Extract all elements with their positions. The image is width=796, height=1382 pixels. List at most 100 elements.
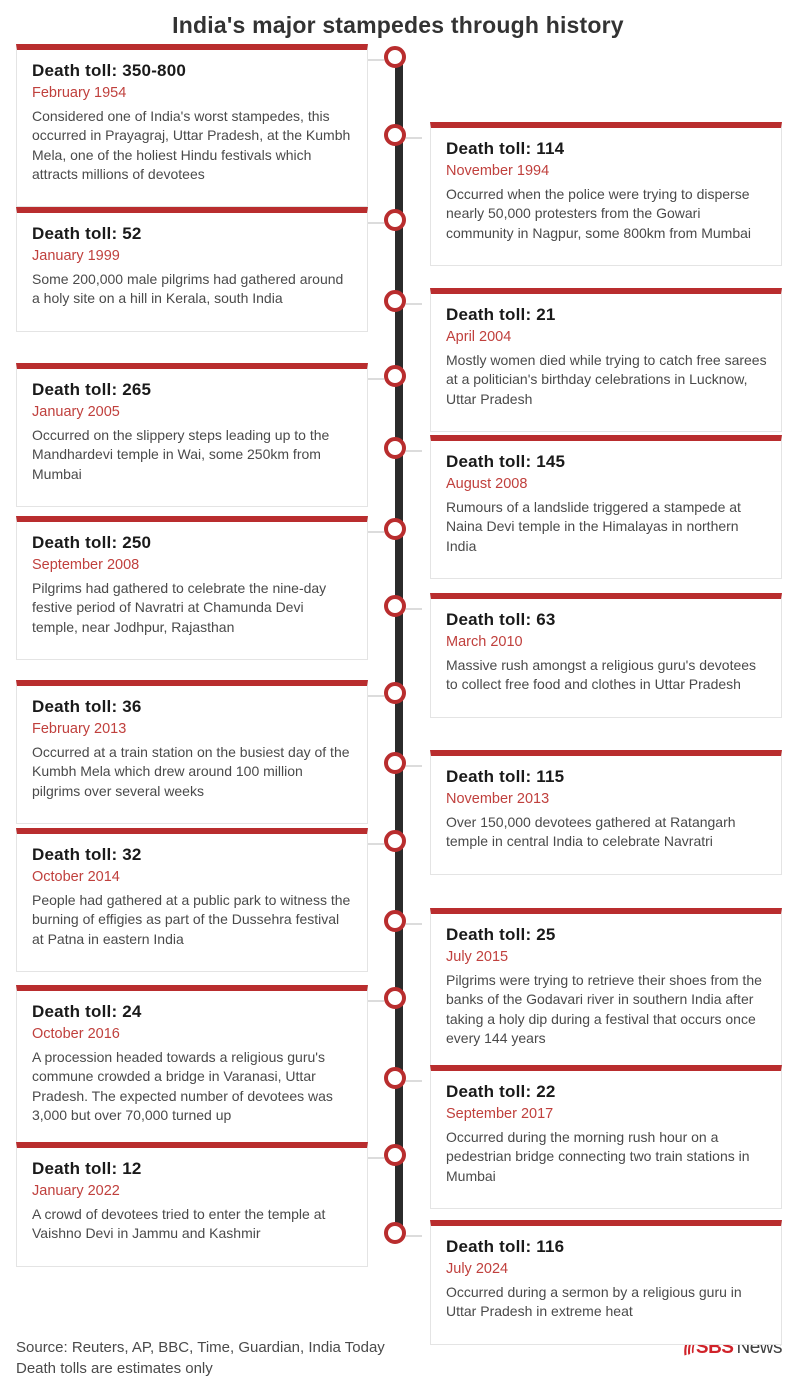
- event-card-2024: Death toll: 116 July 2024 Occurred durin…: [430, 1220, 782, 1345]
- death-toll-heading: Death toll: 21: [446, 305, 556, 324]
- timeline-connector: [368, 531, 384, 533]
- event-date: October 2014: [32, 869, 120, 885]
- timeline-node: [384, 595, 422, 617]
- timeline-node: [384, 290, 422, 312]
- event-card-2013-nov: Death toll: 115 November 2013 Over 150,0…: [430, 750, 782, 875]
- timeline-line: [395, 61, 403, 1239]
- event-card-2010: Death toll: 63 March 2010 Massive rush a…: [430, 593, 782, 718]
- event-card-2015: Death toll: 25 July 2015 Pilgrims were t…: [430, 908, 782, 1072]
- event-card-2017: Death toll: 22 September 2017 Occurred d…: [430, 1065, 782, 1209]
- timeline-node: [384, 437, 422, 459]
- timeline-connector: [368, 1157, 384, 1159]
- event-card-2005: Death toll: 265 January 2005 Occurred on…: [16, 363, 368, 507]
- death-toll-heading: Death toll: 350-800: [32, 61, 187, 80]
- timeline-node: [384, 1067, 422, 1089]
- timeline-node: [384, 1222, 422, 1244]
- timeline-node: [368, 518, 406, 540]
- timeline-connector: [368, 843, 384, 845]
- event-card-2013-feb: Death toll: 36 February 2013 Occurred at…: [16, 680, 368, 824]
- event-description: Occurred on the slippery steps leading u…: [32, 427, 330, 482]
- event-date: February 2013: [32, 721, 127, 737]
- death-toll-heading: Death toll: 32: [32, 845, 142, 864]
- timeline-connector: [406, 608, 422, 610]
- event-card-1999: Death toll: 52 January 1999 Some 200,000…: [16, 207, 368, 332]
- timeline-connector: [406, 765, 422, 767]
- timeline-node: [384, 752, 422, 774]
- death-toll-heading: Death toll: 12: [32, 1159, 142, 1178]
- timeline-connector: [406, 450, 422, 452]
- event-card-2004: Death toll: 21 April 2004 Mostly women d…: [430, 288, 782, 432]
- event-card-2008-aug: Death toll: 145 August 2008 Rumours of a…: [430, 435, 782, 579]
- page-title: India's major stampedes through history: [172, 12, 624, 38]
- timeline-connector: [406, 1080, 422, 1082]
- death-toll-heading: Death toll: 36: [32, 697, 142, 716]
- timeline-node: [368, 830, 406, 852]
- event-description: People had gathered at a public park to …: [32, 892, 351, 947]
- event-date: February 1954: [32, 85, 127, 101]
- death-toll-heading: Death toll: 24: [32, 1002, 142, 1021]
- event-description: Over 150,000 devotees gathered at Ratang…: [446, 814, 736, 850]
- timeline-node: [368, 987, 406, 1009]
- event-date: July 2024: [446, 1261, 509, 1277]
- timeline-node: [368, 209, 406, 231]
- event-description: Occurred when the police were trying to …: [446, 186, 751, 241]
- event-date: January 1999: [32, 248, 120, 264]
- death-toll-heading: Death toll: 25: [446, 925, 556, 944]
- event-description: Some 200,000 male pilgrims had gathered …: [32, 271, 344, 307]
- timeline-connector: [368, 222, 384, 224]
- event-description: Mostly women died while trying to catch …: [446, 352, 767, 407]
- event-card-2022: Death toll: 12 January 2022 A crowd of d…: [16, 1142, 368, 1267]
- event-description: Pilgrims were trying to retrieve their s…: [446, 972, 762, 1046]
- event-date: April 2004: [446, 329, 512, 345]
- source-note: Source: Reuters, AP, BBC, Time, Guardian…: [16, 1337, 385, 1379]
- timeline-node: [384, 910, 422, 932]
- death-toll-heading: Death toll: 63: [446, 610, 556, 629]
- timeline-connector: [406, 137, 422, 139]
- event-description: Occurred during a sermon by a religious …: [446, 1284, 742, 1320]
- timeline-node: [368, 365, 406, 387]
- event-card-1994: Death toll: 114 November 1994 Occurred w…: [430, 122, 782, 266]
- timeline-connector: [406, 303, 422, 305]
- timeline-node: [368, 1144, 406, 1166]
- event-description: Considered one of India's worst stampede…: [32, 108, 351, 182]
- timeline-connector: [406, 1235, 422, 1237]
- event-description: A procession headed towards a religious …: [32, 1049, 333, 1123]
- timeline-connector: [368, 1000, 384, 1002]
- timeline-connector: [368, 378, 384, 380]
- timeline-node: [368, 682, 406, 704]
- timeline-connector: [368, 695, 384, 697]
- event-description: Occurred during the morning rush hour on…: [446, 1129, 750, 1184]
- death-toll-heading: Death toll: 114: [446, 139, 565, 158]
- event-description: Pilgrims had gathered to celebrate the n…: [32, 580, 327, 635]
- death-toll-heading: Death toll: 116: [446, 1237, 565, 1256]
- event-card-2016: Death toll: 24 October 2016 A procession…: [16, 985, 368, 1149]
- event-card-2014: Death toll: 32 October 2014 People had g…: [16, 828, 368, 972]
- event-date: March 2010: [446, 634, 523, 650]
- event-description: Massive rush amongst a religious guru's …: [446, 657, 757, 693]
- event-date: August 2008: [446, 476, 528, 492]
- death-toll-heading: Death toll: 250: [32, 533, 152, 552]
- event-date: January 2005: [32, 404, 120, 420]
- death-toll-heading: Death toll: 52: [32, 224, 142, 243]
- death-toll-heading: Death toll: 22: [446, 1082, 556, 1101]
- timeline-connector: [368, 59, 384, 61]
- event-description: Rumours of a landslide triggered a stamp…: [446, 499, 741, 554]
- event-date: November 1994: [446, 163, 550, 179]
- estimate-note-line: Death tolls are estimates only: [16, 1360, 213, 1377]
- source-line: Source: Reuters, AP, BBC, Time, Guardian…: [16, 1339, 385, 1356]
- event-date: July 2015: [446, 949, 509, 965]
- timeline-node: [368, 46, 406, 68]
- event-description: A crowd of devotees tried to enter the t…: [32, 1206, 326, 1242]
- death-toll-heading: Death toll: 115: [446, 767, 565, 786]
- timeline-connector: [406, 923, 422, 925]
- event-date: November 2013: [446, 791, 550, 807]
- event-date: January 2022: [32, 1183, 120, 1199]
- event-date: September 2017: [446, 1106, 554, 1122]
- timeline-node: [384, 124, 422, 146]
- event-description: Occurred at a train station on the busie…: [32, 744, 350, 799]
- event-date: September 2008: [32, 557, 140, 573]
- death-toll-heading: Death toll: 145: [446, 452, 566, 471]
- event-card-1954: Death toll: 350-800 February 1954 Consid…: [16, 44, 368, 208]
- death-toll-heading: Death toll: 265: [32, 380, 152, 399]
- event-date: October 2016: [32, 1026, 120, 1042]
